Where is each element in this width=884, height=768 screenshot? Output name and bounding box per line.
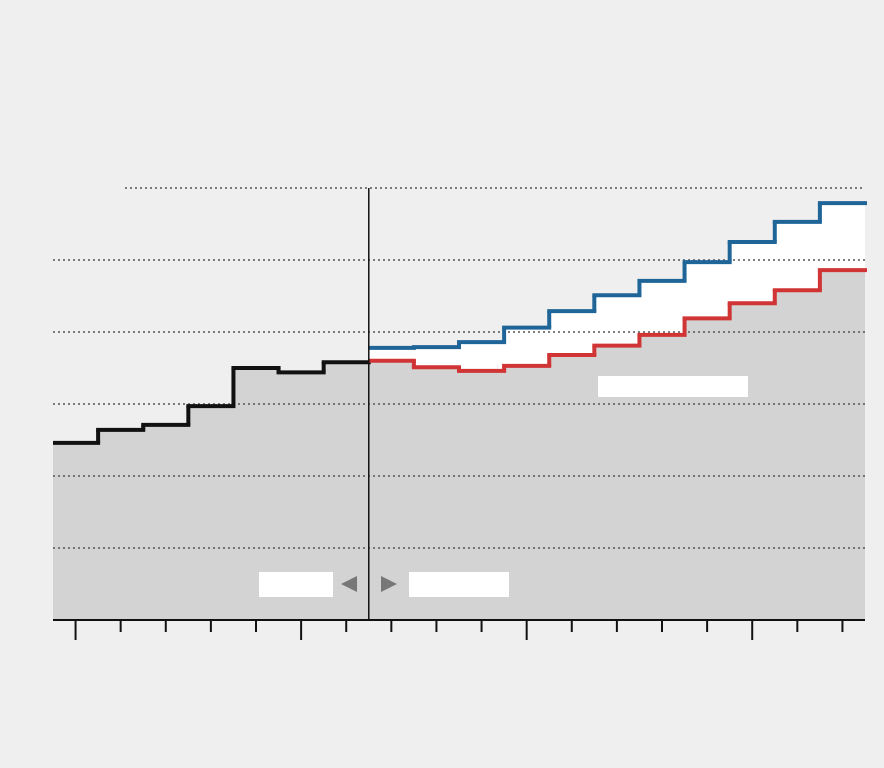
- annotation-box: [409, 572, 509, 597]
- area-fill: [53, 270, 865, 620]
- areas: [53, 203, 865, 620]
- range-band: [368, 203, 865, 371]
- annotation-box: [259, 572, 333, 597]
- arrow-left: [341, 576, 357, 592]
- x-axis: [53, 619, 865, 640]
- grid: [53, 187, 865, 549]
- arrow-right: [381, 576, 397, 592]
- annotation-box: [598, 376, 748, 397]
- lines: [53, 188, 867, 620]
